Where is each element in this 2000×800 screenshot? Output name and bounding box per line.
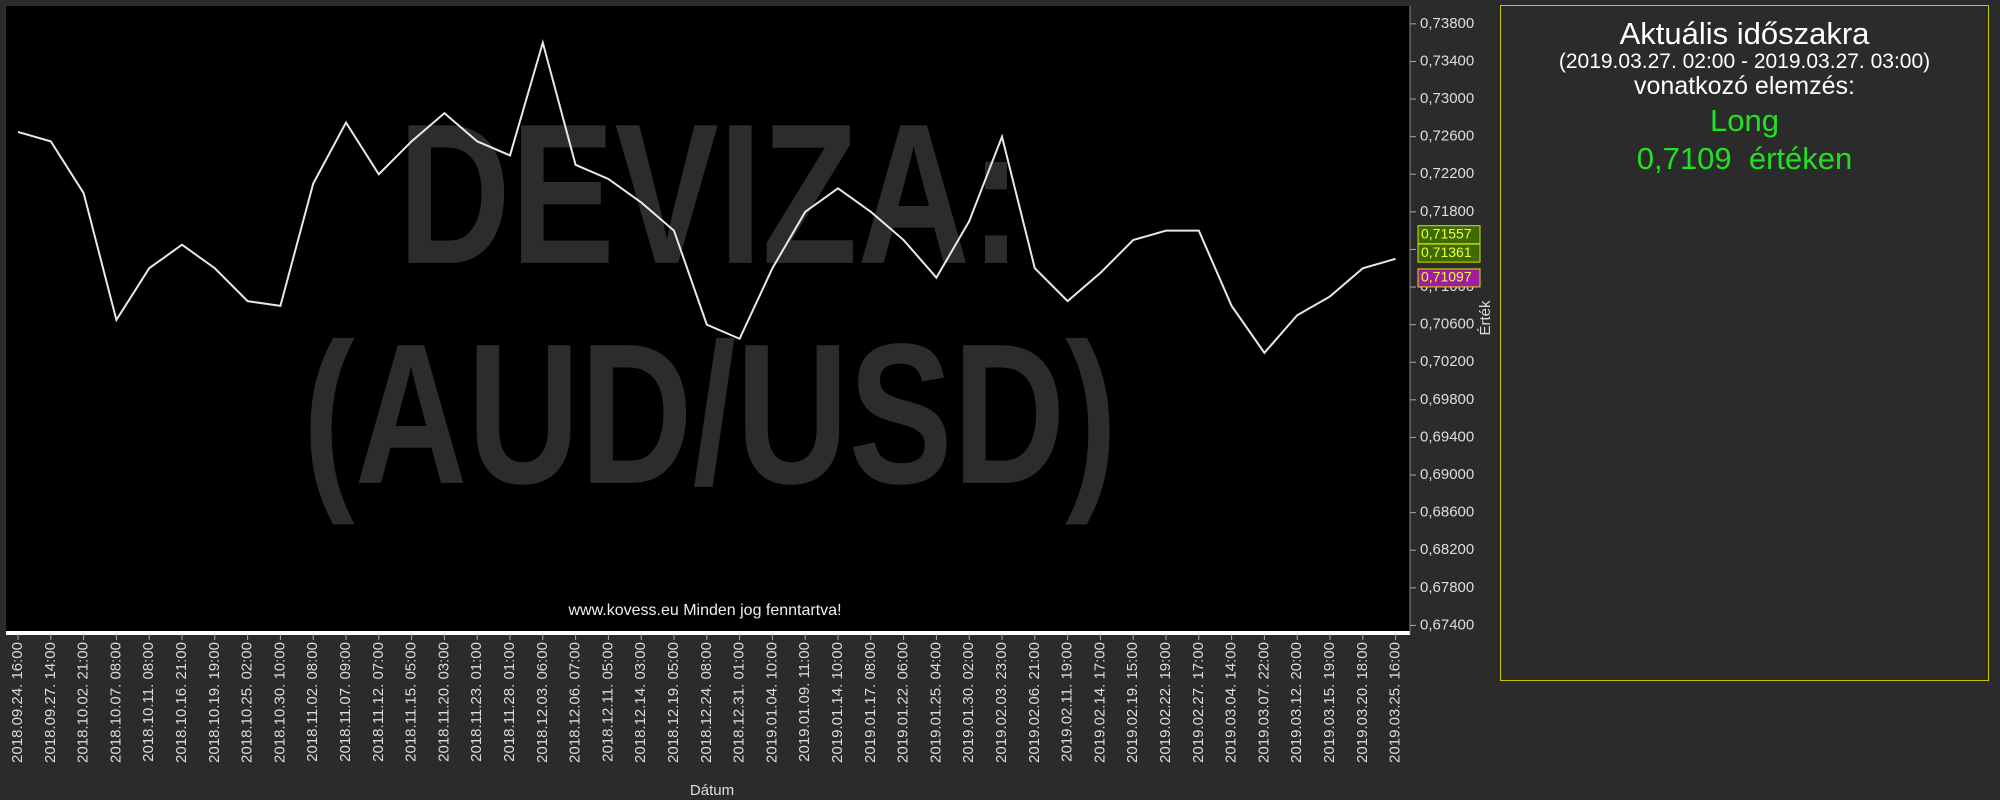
panel-title: Aktuális időszakra	[1619, 16, 1870, 51]
x-tick-label: 2019.01.04. 10:00	[763, 642, 780, 763]
x-tick-label: 2019.03.04. 14:00	[1223, 642, 1240, 763]
x-tick-label: 2018.09.24. 16:00	[9, 642, 26, 763]
x-tick-label: 2018.11.07. 09:00	[337, 642, 354, 762]
x-tick-label: 2019.02.19. 15:00	[1124, 642, 1141, 763]
x-tick-label: 2018.10.07. 08:00	[107, 642, 124, 763]
y-tick-label: 0,68200	[1420, 541, 1474, 558]
price-tag-label: 0,71361	[1421, 244, 1472, 260]
x-tick-label: 2018.10.19. 19:00	[206, 642, 223, 763]
x-tick-label: 2018.10.02. 21:00	[75, 642, 92, 763]
x-tick-label: 2018.11.02. 08:00	[304, 642, 321, 762]
panel-price-suffix: értéken	[1748, 141, 1853, 177]
x-tick-label: 2018.12.11. 05:00	[599, 642, 616, 762]
y-tick-label: 0,70600	[1420, 316, 1474, 333]
x-tick-label: 2018.12.03. 06:00	[534, 642, 551, 763]
y-tick-label: 0,73000	[1420, 90, 1474, 107]
panel-price: 0,7109	[1636, 141, 1732, 177]
x-tick-label: 2019.01.14. 10:00	[829, 642, 846, 763]
chart: DEVIZA: (AUD/USD) www.kovess.eu Minden j…	[6, 6, 1494, 799]
price-tag-label: 0,71557	[1421, 225, 1472, 241]
x-tick-label: 2019.01.30. 02:00	[960, 642, 977, 763]
x-tick-label: 2019.02.03. 23:00	[993, 642, 1010, 763]
x-tick-label: 2018.10.11. 08:00	[140, 642, 157, 762]
x-axis-title: Dátum	[690, 782, 734, 799]
x-tick-label: 2018.12.14. 03:00	[632, 642, 649, 763]
x-tick-label: 2018.11.28. 01:00	[501, 642, 518, 762]
x-tick-label: 2018.12.31. 01:00	[731, 642, 748, 763]
x-tick-label: 2019.03.25. 16:00	[1387, 642, 1404, 763]
x-tick-label: 2019.02.22. 19:00	[1157, 642, 1174, 763]
x-tick-label: 2018.10.16. 21:00	[173, 642, 190, 763]
x-tick-label: 2019.01.09. 11:00	[796, 642, 813, 762]
x-tick-label: 2018.09.27. 14:00	[42, 642, 59, 763]
y-tick-label: 0,67400	[1420, 616, 1474, 633]
watermark: DEVIZA:	[398, 83, 1022, 306]
y-tick-label: 0,69800	[1420, 391, 1474, 408]
price-line	[17, 38, 1396, 355]
x-tick-label: 2018.10.30. 10:00	[271, 642, 288, 763]
analysis-panel: Aktuális időszakra (2019.03.27. 02:00 - …	[1500, 5, 1989, 681]
price-tag-label: 0,71097	[1421, 269, 1472, 285]
x-tick-label: 2018.11.15. 05:00	[403, 642, 420, 762]
panel-signal: Long	[1710, 102, 1779, 138]
x-tick-label: 2019.01.22. 06:00	[895, 642, 912, 763]
price-tag	[1417, 243, 1481, 263]
panel-price-line: 0,7109 értéken	[1501, 143, 1988, 176]
y-tick-label: 0,67800	[1420, 579, 1474, 596]
x-tick-label: 2018.11.12. 07:00	[370, 642, 387, 762]
x-tick-label: 2019.01.17. 08:00	[862, 642, 879, 763]
x-tick-label: 2018.12.24. 08:00	[698, 642, 715, 763]
panel-subtitle: vonatkozó elemzés:	[1634, 71, 1855, 100]
x-tick-label: 2019.02.06. 21:00	[1026, 642, 1043, 763]
y-tick-label: 0,71800	[1420, 203, 1474, 220]
y-tick-label: 0,73400	[1420, 52, 1474, 69]
y-tick-label: 0,72200	[1420, 165, 1474, 182]
x-tick-label: 2019.03.12. 20:00	[1288, 642, 1305, 763]
x-tick-label: 2019.03.20. 18:00	[1354, 642, 1371, 763]
y-tick-label: 0,73800	[1420, 15, 1474, 32]
y-tick-label: 0,68600	[1420, 504, 1474, 521]
x-tick-label: 2019.01.25. 04:00	[927, 642, 944, 763]
y-tick-label: 0,69000	[1420, 466, 1474, 483]
x-tick-label: 2018.10.25. 02:00	[239, 642, 256, 763]
y-tick-label: 0,72600	[1420, 128, 1474, 145]
watermark: (AUD/USD)	[303, 303, 1118, 526]
y-axis-title: Érték	[1477, 300, 1494, 336]
panel-period: (2019.03.27. 02:00 - 2019.03.27. 03:00)	[1558, 49, 1931, 73]
footer: www.kovess.eu Minden jog fenntartva!	[567, 602, 841, 619]
x-tick-label: 2019.02.14. 17:00	[1091, 642, 1108, 763]
x-tick-label: 2019.02.11. 19:00	[1059, 642, 1076, 762]
y-tick-label: 0,70200	[1420, 353, 1474, 370]
x-tick-label: 2019.03.07. 22:00	[1255, 642, 1272, 763]
x-tick-label: 2018.12.19. 05:00	[665, 642, 682, 763]
y-tick-label: 0,69400	[1420, 428, 1474, 445]
x-tick-label: 2019.02.27. 17:00	[1190, 642, 1207, 763]
x-tick-label: 2019.03.15. 19:00	[1321, 642, 1338, 763]
x-tick-label: 2018.12.06. 07:00	[567, 642, 584, 763]
x-tick-label: 2018.11.20. 03:00	[435, 642, 452, 762]
price-tag	[1417, 268, 1481, 288]
plot-area	[6, 6, 1410, 632]
x-tick-label: 2018.11.23. 01:00	[468, 642, 485, 762]
